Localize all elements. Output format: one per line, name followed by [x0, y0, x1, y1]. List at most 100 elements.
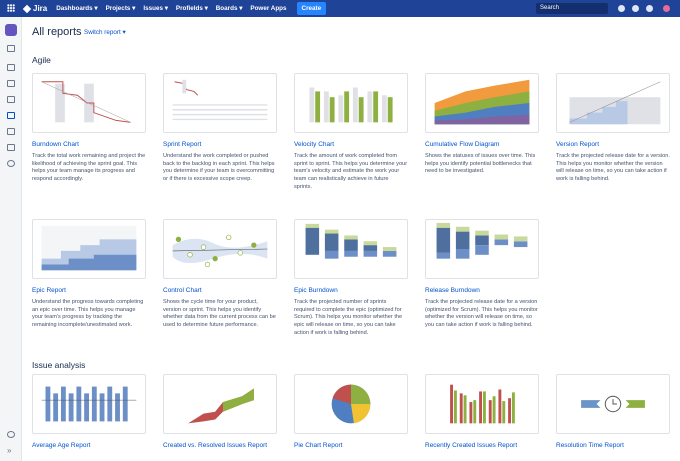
sidebar-icon[interactable] [7, 128, 15, 135]
report-card[interactable]: Release Burndown Track the projected rele… [425, 219, 539, 355]
illustration [436, 222, 451, 228]
switch-report[interactable]: Switch report ▾ [84, 29, 126, 36]
sidebar-icon[interactable] [7, 160, 15, 167]
illustration [305, 223, 397, 259]
settings-icon[interactable] [646, 5, 653, 12]
project-avatar[interactable] [5, 24, 17, 36]
illustration [226, 234, 232, 241]
report-description: Understand the progress towards completi… [32, 299, 144, 329]
illustration [344, 235, 358, 240]
report-card[interactable]: Epic Burndown Track the projected number … [294, 219, 408, 355]
report-description: Shows the statuses of issues over time. … [425, 153, 536, 175]
nav-item[interactable]: Profields ▾ [175, 5, 208, 12]
report-thumbnail [425, 73, 539, 133]
card-grid: Average Age Report Created vs. Resolved I… [32, 374, 670, 449]
logo-icon [22, 4, 32, 13]
illustration [479, 391, 482, 424]
illustration [436, 252, 451, 259]
illustration [344, 91, 350, 123]
illustration [187, 252, 193, 258]
report-card[interactable]: Burndown Chart Track the total work remai… [32, 73, 146, 209]
nav-item[interactable]: Dashboards ▾ [56, 5, 98, 12]
sidebar-icon[interactable] [7, 80, 15, 87]
report-card[interactable]: Created vs. Resolved Issues Report [163, 374, 277, 449]
illustration [373, 91, 379, 123]
illustration [494, 234, 509, 240]
illustration [200, 244, 207, 250]
illustration [99, 393, 105, 422]
illustration [434, 114, 530, 125]
report-card[interactable]: Epic Report Understand the progress towar… [32, 219, 146, 355]
illustration [338, 95, 344, 123]
sidebar-icon-active[interactable] [7, 112, 15, 119]
illustration [482, 391, 486, 424]
create-button[interactable]: Create [296, 2, 327, 15]
illustration [581, 395, 645, 413]
report-description: Track the projected release date for a v… [556, 153, 670, 183]
illustration [450, 384, 453, 424]
illustration [455, 249, 470, 259]
illustration [251, 242, 257, 248]
illustration [55, 83, 65, 123]
search-box[interactable]: Search [536, 3, 608, 14]
illustration [309, 87, 393, 123]
expand-icon[interactable]: » [7, 446, 12, 455]
section-title: Agile [32, 55, 51, 65]
illustration [351, 384, 371, 404]
logo[interactable]: Jira [22, 4, 48, 13]
illustration [434, 79, 530, 125]
help-icon[interactable] [632, 5, 639, 12]
illustration [625, 400, 645, 408]
illustration [455, 226, 470, 232]
illustration [237, 250, 243, 256]
illustration [324, 229, 339, 234]
report-card[interactable]: Resolution Time Report [556, 374, 670, 449]
illustration [324, 250, 339, 259]
report-card[interactable]: Version Report Track the projected releas… [556, 73, 670, 209]
illustration [382, 250, 397, 257]
sidebar-icon[interactable] [7, 45, 15, 52]
illustration [41, 81, 131, 123]
sidebar-icon[interactable] [7, 144, 15, 151]
illustration [182, 79, 187, 94]
illustration [473, 400, 477, 424]
report-card[interactable]: Average Age Report [32, 374, 146, 449]
report-thumbnail [425, 374, 539, 434]
illustration [363, 241, 378, 246]
app-switcher[interactable] [7, 4, 15, 12]
report-title: Recently Created Issues Report [425, 442, 518, 449]
report-description: Track the amount of work completed from … [294, 153, 408, 190]
section-title: Issue analysis [32, 360, 86, 370]
product-name: Jira [33, 4, 48, 13]
report-card[interactable]: Control Chart Shows the cycle time for yo… [163, 219, 277, 355]
report-description: Track the total work remaining and proje… [32, 153, 146, 183]
illustration [53, 393, 59, 422]
nav-item[interactable]: Issues ▾ [143, 5, 168, 12]
illustration [475, 230, 489, 236]
report-description: Track the projected number of sprints re… [294, 299, 403, 336]
report-card[interactable]: Pie Chart Report [294, 374, 408, 449]
sidebar-icon[interactable] [7, 96, 15, 103]
illustration [76, 386, 82, 422]
illustration [305, 227, 320, 255]
report-card[interactable]: Recently Created Issues Report [425, 374, 539, 449]
settings-icon[interactable] [7, 431, 15, 438]
avatar[interactable] [663, 5, 670, 12]
notifications-icon[interactable] [618, 5, 625, 12]
sidebar-icon[interactable] [7, 64, 15, 71]
nav-item[interactable]: Boards ▾ [215, 5, 243, 12]
report-card[interactable]: Sprint Report Understand the work complet… [163, 73, 277, 209]
nav-item[interactable]: Projects ▾ [105, 5, 136, 12]
report-card[interactable]: Cumulative Flow Diagram Shows the statuse… [425, 73, 539, 209]
illustration [450, 384, 515, 424]
nav-item-label: Dashboards [56, 5, 93, 12]
nav-item-label: Power Apps [250, 5, 287, 12]
report-description: Shows the cycle time for your product, v… [163, 299, 276, 329]
nav-items: Dashboards ▾ Projects ▾ Issues ▾ Profields … [56, 5, 294, 12]
illustration [188, 388, 254, 424]
illustration [387, 97, 393, 123]
report-title: Release Burndown [425, 287, 480, 294]
report-card[interactable]: Velocity Chart Track the amount of work c… [294, 73, 408, 209]
nav-item[interactable]: Power Apps [250, 5, 286, 12]
